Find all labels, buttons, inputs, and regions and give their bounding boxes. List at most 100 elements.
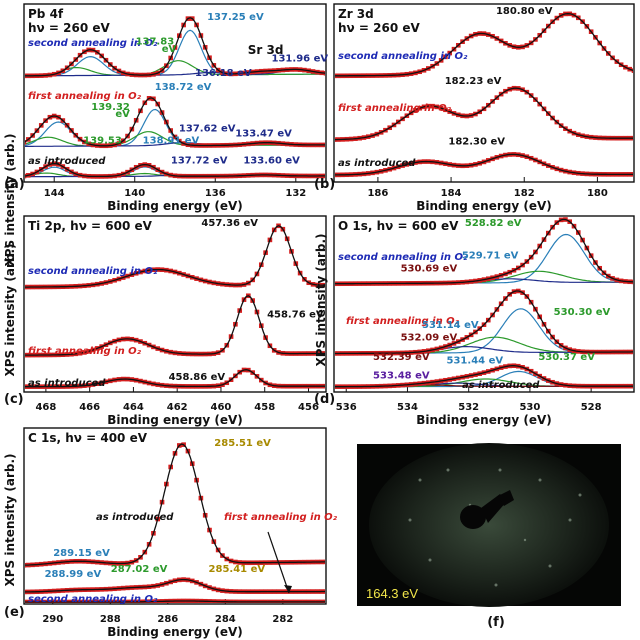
peak-energy-label: 182.23 eV [445, 76, 502, 87]
x-tick-label-e: 282 [272, 614, 293, 625]
peak-energy-label: 139.53 [83, 136, 122, 147]
panel-frame-e [23, 427, 327, 605]
data-point [60, 599, 66, 603]
fit-envelope [25, 600, 325, 603]
element-label: Sr 3d [248, 43, 284, 57]
peak-energy-label: 533.48 eV [373, 370, 430, 381]
electron-gun-head [460, 505, 486, 529]
y-axis-label-middle: XPS intensity (arb.) [3, 243, 17, 376]
fit-envelope [335, 365, 633, 388]
panel-label-a: (a) [4, 177, 25, 192]
panel-label-e: (e) [4, 605, 25, 620]
spectrum-c-0 [25, 223, 325, 290]
fit-envelope [335, 218, 633, 285]
data-point [73, 599, 79, 603]
data-point [90, 599, 96, 603]
fit-envelope [25, 369, 325, 388]
x-tick-label-a: 136 [205, 188, 226, 199]
y-axis-label-right: XPS intensity (arb.) [314, 233, 328, 366]
spectrum-b-1 [335, 85, 633, 142]
peak-energy-label: 133.60 eV [243, 156, 300, 167]
peak-energy-label: 285.41 eV [209, 564, 266, 575]
condition-label: second annealing in O₂ [338, 252, 468, 263]
leed-screen [369, 443, 609, 607]
x-tick-label-c: 468 [35, 402, 56, 413]
x-tick-label-c: 456 [298, 402, 319, 413]
photo-panel: 164.3 eV (f) [357, 443, 621, 630]
data-point [116, 599, 122, 603]
data-point [26, 599, 31, 603]
data-point [56, 599, 61, 603]
peak-energy-label: 136.18 eV [195, 68, 252, 79]
condition-label: as introduced [96, 512, 174, 523]
spectrum-b-2 [335, 152, 633, 178]
peak-energy-label: 530.30 eV [554, 307, 611, 318]
panel-label-c: (c) [4, 392, 24, 407]
fit-envelope [25, 295, 325, 356]
condition-label: second annealing in O₂ [338, 51, 468, 62]
peak-energy-label: 137.83 [136, 36, 175, 47]
panel-title-b: Zr 3d [338, 7, 374, 21]
arrow-head [284, 585, 292, 593]
x-tick-label-c: 464 [123, 402, 144, 413]
data-point [77, 599, 83, 603]
condition-label: as introduced [462, 380, 540, 391]
panel-frame-c [23, 215, 327, 393]
x-tick-label-d: 532 [458, 402, 479, 413]
peak-energy-label: 531.44 eV [447, 355, 504, 366]
electron-gun-arm [481, 494, 507, 523]
spectrum-d-1 [335, 288, 633, 356]
x-axis-label-b: Binding energy (eV) [416, 199, 552, 213]
peak-energy-label: 458.86 eV [169, 372, 226, 383]
data-point [112, 599, 117, 603]
panel-title-c: Ti 2p, hν = 600 eV [28, 219, 153, 233]
spectrum-e-1 [25, 577, 325, 595]
peak-energy-label: 133.47 eV [235, 128, 292, 139]
x-tick-label-b: 182 [514, 188, 535, 199]
x-axis-label-a: Binding energy (eV) [107, 199, 243, 213]
data-point [107, 599, 113, 603]
panel-frame-a [23, 3, 327, 183]
fit-envelope [25, 162, 325, 178]
spectrum-d-2 [335, 363, 633, 389]
peak-energy-label: 458.76 eV [267, 309, 324, 320]
panel-title-e: C 1s, hν = 400 eV [28, 431, 148, 445]
condition-label: as introduced [338, 158, 416, 169]
fit-envelope [335, 13, 633, 77]
condition-label: as introduced [28, 378, 106, 389]
peak-energy-label: 137.25 eV [207, 12, 264, 23]
x-axis-label-d: Binding energy (eV) [416, 413, 552, 427]
data-point [38, 599, 44, 603]
data-point [34, 599, 40, 603]
spectrum-e-0 [25, 442, 325, 568]
condition-label: first annealing in O₂ [338, 103, 452, 114]
spectrum-b-0 [335, 11, 633, 79]
panel-c: Ti 2p, hν = 600 eV 468 466 464 462 460 458 456 B… [4, 215, 327, 427]
fit-component [25, 60, 325, 77]
spectrum-d-0 [335, 217, 633, 287]
spectrum-c-2 [25, 367, 325, 389]
fit-envelope [25, 97, 325, 147]
condition-label: first annealing in O₂ [28, 346, 142, 357]
peak-energy-label: 180.80 eV [496, 6, 553, 17]
x-tick-label-e: 290 [42, 614, 63, 625]
peak-energy-label: 529.71 eV [462, 250, 519, 261]
peak-energy-label: 531.14 eV [422, 320, 479, 331]
panel-title-b: hν = 260 eV [338, 21, 420, 35]
fit-envelope [335, 153, 633, 176]
panel-e: C 1s, hν = 400 eV 290 288 286 284 282 Binding … [4, 427, 338, 639]
data-point [86, 599, 92, 603]
peak-energy-label: eV [115, 109, 130, 120]
x-tick-label-c: 460 [211, 402, 232, 413]
x-tick-label-b: 186 [367, 188, 388, 199]
data-point [95, 599, 100, 603]
peak-energy-label: 288.99 eV [45, 569, 102, 580]
photo-energy-caption: 164.3 eV [366, 586, 418, 601]
x-tick-label-d: 530 [519, 402, 540, 413]
peak-energy-label: 285.51 eV [214, 438, 271, 449]
fit-envelope [25, 443, 325, 566]
peak-energy-label: 530.69 eV [401, 263, 458, 274]
fit-envelope [335, 290, 633, 355]
